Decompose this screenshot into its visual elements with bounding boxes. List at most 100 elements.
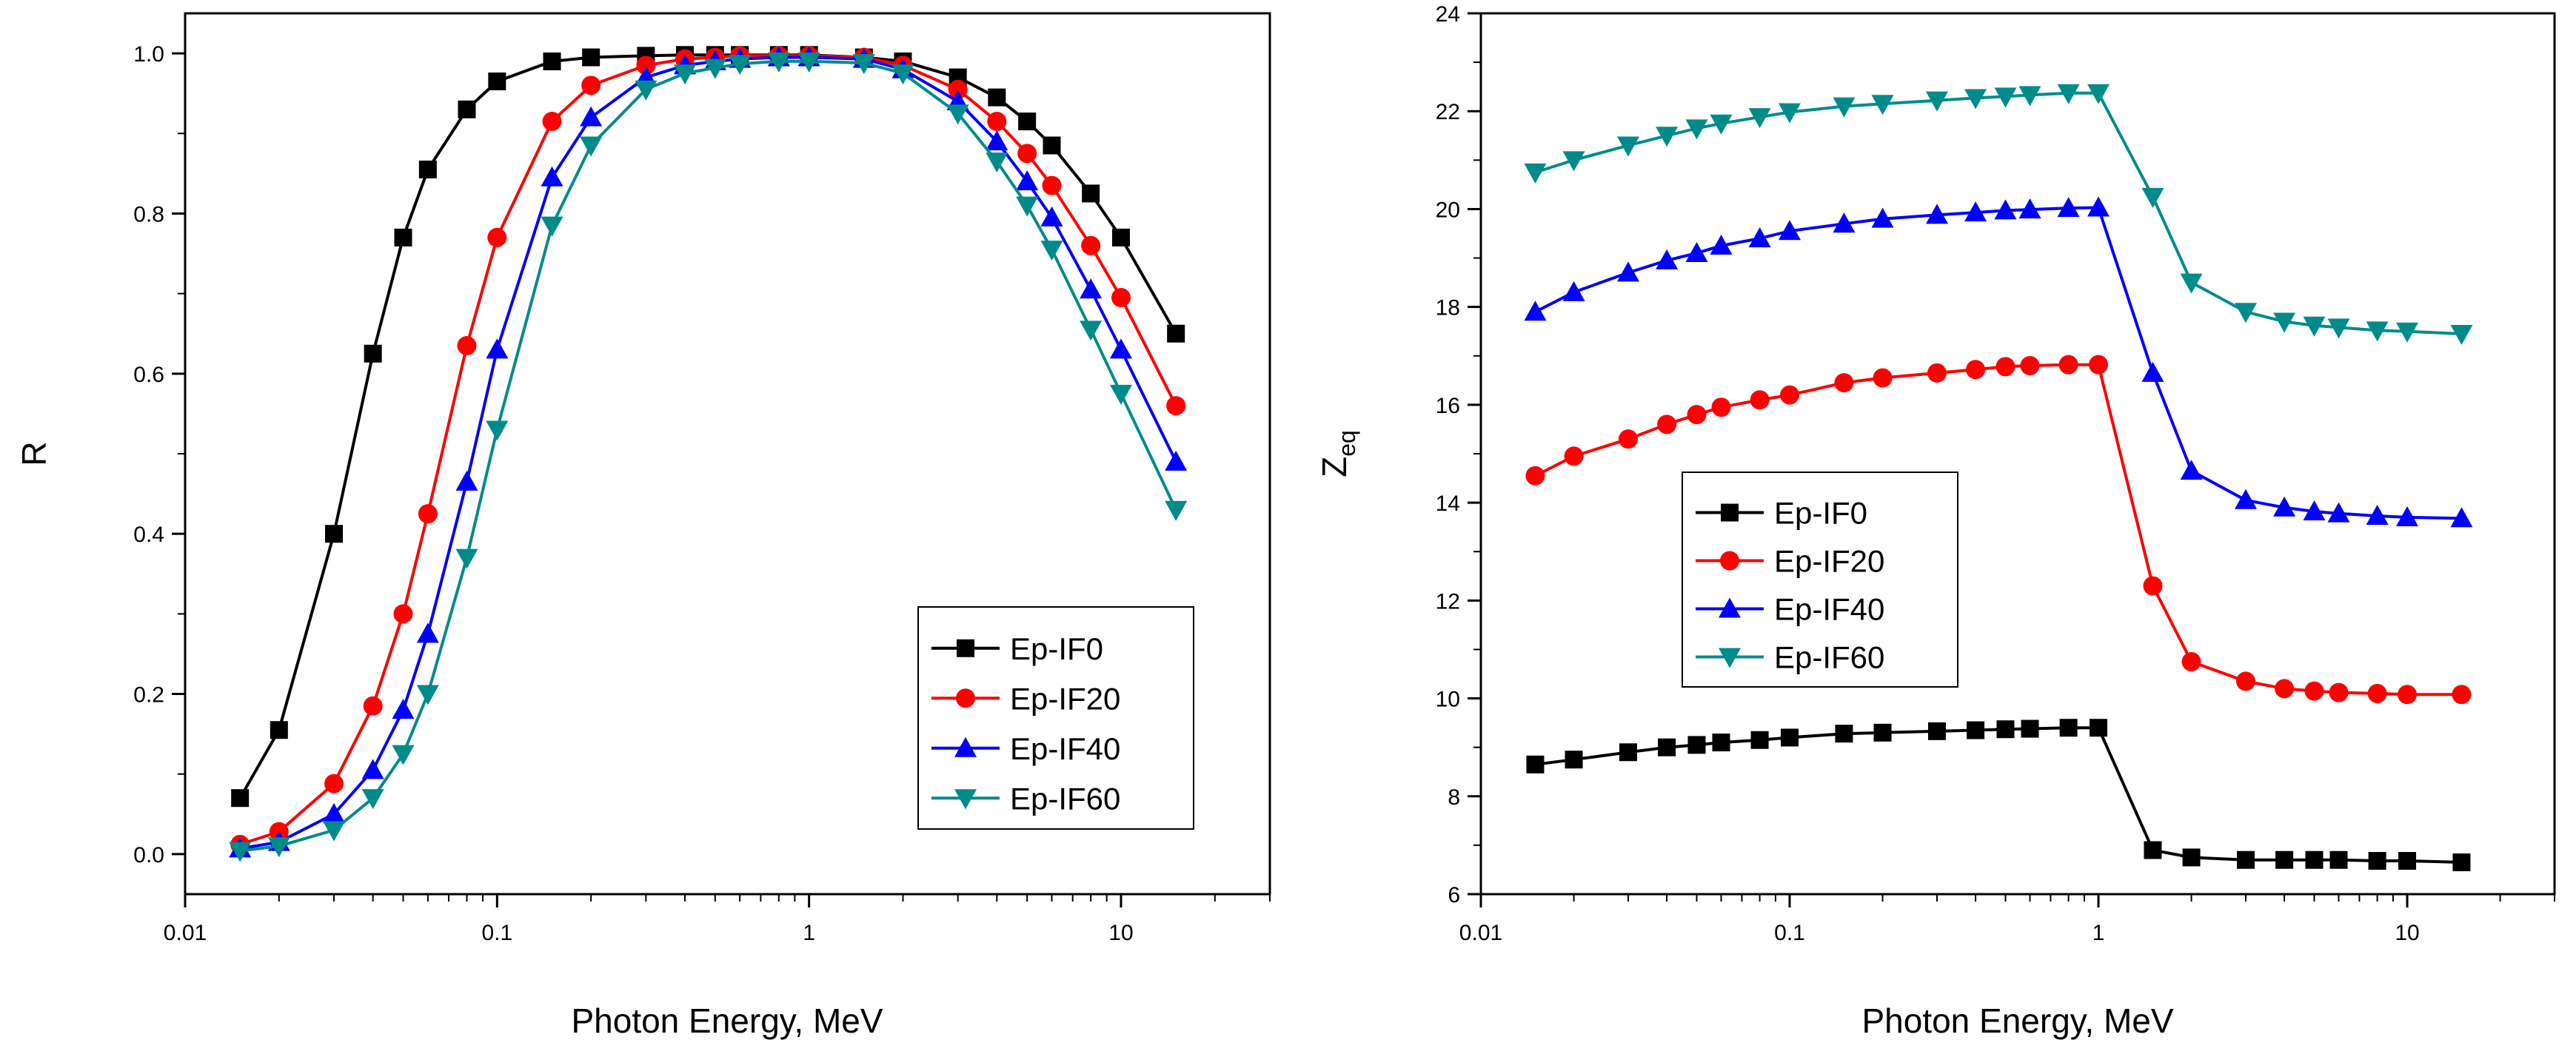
data-point (2396, 322, 2419, 343)
data-point (1109, 338, 1132, 359)
x-tick-label: 1 (803, 921, 815, 945)
data-point (2144, 841, 2162, 859)
legend-label: Ep-IF0 (1774, 496, 1867, 531)
x-tick-label: 10 (2395, 921, 2419, 945)
data-point (2018, 86, 2041, 107)
data-point (393, 604, 413, 624)
data-point (2450, 507, 2473, 528)
data-point (1565, 751, 1583, 769)
data-point (2018, 198, 2041, 219)
data-point (580, 136, 603, 157)
data-point (2327, 502, 2350, 523)
legend-marker (1720, 551, 1739, 571)
data-point (1871, 207, 1894, 228)
legend-marker (956, 688, 975, 708)
data-point (542, 112, 562, 132)
data-point (729, 55, 752, 76)
y-tick-label: 18 (1436, 296, 1460, 321)
data-point (2180, 460, 2203, 480)
data-point (486, 338, 509, 359)
left-chart-y-axis-label: R (15, 441, 53, 466)
data-point (2273, 312, 2296, 333)
data-point (543, 52, 561, 70)
data-point (267, 837, 290, 858)
data-point (986, 152, 1008, 173)
right-chart-axes-layer: 0.01 0.1 1 10 6 8 10 12 14 16 18 20 22 24 (1436, 2, 2555, 945)
data-point (1657, 415, 1677, 434)
data-point (1964, 89, 1987, 110)
data-point (2327, 318, 2350, 339)
data-point (797, 52, 820, 73)
data-point (2396, 506, 2419, 526)
data-point (1016, 196, 1039, 217)
data-point (364, 344, 382, 363)
right-chart-plot-frame (1479, 12, 2556, 896)
data-point (2273, 496, 2296, 517)
data-point (457, 335, 477, 355)
data-point (1658, 738, 1676, 756)
legend-label: Ep-IF20 (1010, 681, 1120, 716)
data-point (1040, 241, 1063, 261)
x-tick-label: 1 (2092, 921, 2105, 945)
data-point (2087, 196, 2110, 217)
data-point (455, 548, 478, 569)
data-point (635, 80, 658, 101)
data-point (673, 64, 696, 85)
data-point (1524, 163, 1547, 184)
data-point (2329, 850, 2348, 869)
legend-item: Ep-IF20 (1696, 544, 1884, 579)
legend-item: Ep-IF40 (1696, 592, 1884, 627)
right-chart-legend-items: Ep-IF0 Ep-IF20 Ep-IF40 Ep-IF60 (1696, 496, 1884, 675)
data-point (1833, 97, 1856, 118)
legend-marker (954, 736, 977, 757)
data-point (2303, 500, 2326, 521)
data-point (1927, 363, 1947, 383)
data-point (1927, 722, 1946, 740)
y-tick-label: 16 (1436, 394, 1460, 418)
legend-item: Ep-IF60 (931, 781, 1120, 816)
y-tick-label: 0.6 (133, 363, 164, 387)
left-chart-axes-layer: 0.01 0.1 1 10 0.0 0.2 0.4 0.6 0.8 1.0 (133, 42, 1271, 945)
y-tick-label: 1.0 (133, 42, 164, 67)
legend-label: Ep-IF60 (1774, 640, 1884, 675)
x-tick-label: 0.01 (164, 921, 207, 945)
data-point (581, 76, 601, 95)
data-point (2087, 84, 2110, 104)
data-point (703, 58, 726, 79)
left-chart-x-axis-label: Photon Energy, MeV (571, 1001, 883, 1040)
data-point (1524, 301, 1547, 321)
data-point (948, 79, 968, 99)
data-point (1616, 136, 1639, 157)
data-point (1779, 220, 1801, 241)
data-point (2089, 355, 2109, 375)
series-ep-if20 (1525, 355, 2472, 705)
x-tick-label: 0.1 (481, 921, 512, 945)
data-point (1080, 278, 1103, 299)
data-point (987, 112, 1007, 132)
data-point (1018, 113, 1037, 131)
data-point (363, 696, 383, 716)
right-chart-x-axis-label: Photon Energy, MeV (1861, 1001, 2173, 1040)
data-point (1748, 108, 1771, 129)
data-point (2303, 316, 2326, 337)
data-point (1080, 321, 1103, 341)
series-line (1534, 363, 2462, 697)
data-point (1781, 728, 1799, 747)
data-point (1687, 405, 1707, 425)
data-point (1109, 384, 1132, 405)
data-point (541, 166, 563, 187)
data-point (2366, 504, 2389, 525)
data-point (1834, 373, 1854, 393)
data-point (2452, 853, 2471, 872)
y-tick-label: 22 (1436, 100, 1460, 124)
y-tick-label: 0.0 (133, 843, 164, 868)
data-point (1748, 227, 1771, 248)
data-point (1994, 87, 2017, 108)
data-point (1873, 368, 1893, 388)
right-chart-y-axis-label-main: Z (1315, 457, 1354, 477)
data-point (1925, 91, 1948, 112)
data-point (2235, 671, 2255, 691)
data-point (1165, 450, 1188, 471)
data-point (1780, 385, 1800, 405)
